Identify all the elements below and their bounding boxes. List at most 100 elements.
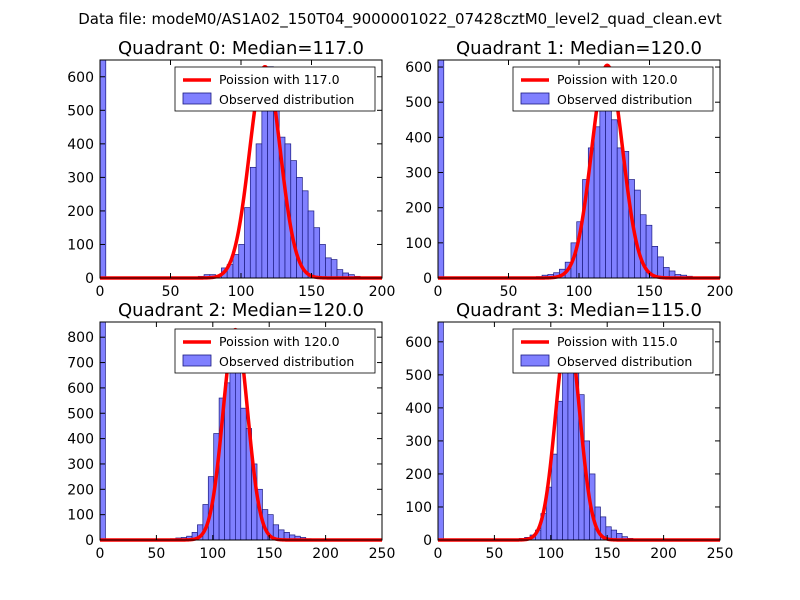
- panel-quadrant-3: 0 50 100 150 200 250 0 100 200 300 400 500 600 Quadra…: [405, 300, 733, 562]
- histogram-bar: [99, 321, 106, 541]
- y-tick-label: 600: [67, 381, 94, 397]
- histogram-bar: [290, 160, 297, 279]
- x-tick-label: 0: [96, 546, 105, 562]
- y-tick-label: 400: [67, 432, 94, 448]
- panel-quadrant-0: 0 50 100 150 200 0 100 200 300 400 500 600 Quadrant …: [67, 38, 395, 300]
- y-tick-label: 100: [67, 508, 94, 524]
- histogram-bar: [313, 227, 321, 279]
- y-tick-label: 800: [67, 330, 94, 346]
- legend-observed-label: Observed distribution: [219, 92, 354, 107]
- x-tick-label: 200: [312, 546, 339, 562]
- figure-title: Data file: modeM0/AS1A02_150T04_90000010…: [78, 10, 722, 29]
- histogram-bar: [255, 143, 263, 279]
- histogram-bar: [232, 254, 240, 279]
- y-tick-label: 700: [67, 356, 94, 372]
- histogram-bar: [240, 407, 247, 541]
- x-tick-label: 100: [228, 284, 255, 300]
- panel-title: Quadrant 0: Median=117.0: [118, 38, 364, 59]
- x-tick-label: 250: [369, 546, 396, 562]
- x-tick-label: 150: [594, 546, 621, 562]
- legend-observed-label: Observed distribution: [219, 354, 354, 369]
- histogram-bar: [562, 354, 569, 541]
- y-tick-label: 0: [85, 271, 94, 287]
- histogram-bar: [616, 147, 624, 279]
- y-tick-label: 100: [405, 236, 432, 252]
- y-tick-label: 200: [67, 482, 94, 498]
- histogram-bar: [599, 101, 606, 279]
- y-tick-label: 600: [405, 335, 432, 351]
- y-tick-label: 300: [67, 170, 94, 186]
- histogram-bar: [437, 59, 445, 279]
- x-tick-label: 100: [566, 284, 593, 300]
- x-tick-label: 150: [256, 546, 283, 562]
- x-tick-label: 250: [707, 546, 734, 562]
- histogram-bar: [238, 244, 245, 279]
- x-tick-label: 100: [199, 546, 226, 562]
- x-tick-label: 150: [636, 284, 663, 300]
- histogram-bar: [330, 259, 338, 279]
- x-tick-label: 0: [434, 284, 443, 300]
- x-tick-label: 100: [537, 546, 564, 562]
- y-tick-label: 100: [67, 237, 94, 253]
- x-tick-label: 50: [485, 546, 503, 562]
- histogram-bar: [99, 59, 107, 279]
- x-tick-label: 50: [162, 284, 180, 300]
- panel-title: Quadrant 1: Median=120.0: [456, 38, 702, 59]
- y-tick-label: 500: [67, 103, 94, 119]
- x-tick-label: 200: [369, 284, 396, 300]
- x-tick-label: 50: [500, 284, 518, 300]
- histogram-bar: [551, 453, 558, 541]
- y-tick-label: 500: [405, 95, 432, 111]
- histogram-bar: [325, 257, 332, 279]
- histogram-bar: [307, 210, 315, 279]
- y-tick-label: 0: [423, 533, 432, 549]
- y-tick-label: 200: [405, 467, 432, 483]
- legend-observed-label: Observed distribution: [557, 354, 692, 369]
- histogram-bar: [235, 352, 242, 541]
- y-tick-label: 600: [405, 60, 432, 76]
- legend-observed-swatch: [182, 354, 212, 367]
- y-tick-label: 300: [67, 457, 94, 473]
- y-tick-label: 500: [67, 406, 94, 422]
- histogram-bar: [249, 166, 257, 279]
- y-tick-label: 100: [405, 500, 432, 516]
- axes-frame: [99, 321, 383, 541]
- x-tick-label: 0: [434, 546, 443, 562]
- y-tick-label: 400: [67, 137, 94, 153]
- y-tick-label: 0: [85, 533, 94, 549]
- legend-poisson-label: Poission with 120.0: [219, 334, 340, 349]
- y-tick-label: 200: [405, 201, 432, 217]
- y-tick-label: 0: [423, 271, 432, 287]
- x-tick-label: 200: [650, 546, 677, 562]
- y-tick-label: 500: [405, 368, 432, 384]
- histogram-bar: [319, 244, 326, 279]
- legend-observed-label: Observed distribution: [557, 92, 692, 107]
- axes-frame: [437, 321, 721, 541]
- legend-observed-swatch: [182, 92, 212, 105]
- legend-poisson-label: Poission with 115.0: [557, 334, 678, 349]
- histogram-bar: [611, 119, 618, 279]
- histogram-bar: [244, 207, 251, 279]
- panel-quadrant-1: 0 50 100 150 200 0 100 200 300 400 500 600 Quadrant …: [405, 38, 733, 300]
- histogram-bar: [261, 103, 268, 279]
- y-tick-label: 200: [67, 204, 94, 220]
- legend-poisson-label: Poission with 120.0: [557, 72, 678, 87]
- legend-observed-swatch: [520, 354, 550, 367]
- histogram-bar: [301, 190, 309, 279]
- panel-title: Quadrant 2: Median=120.0: [118, 300, 364, 321]
- y-tick-label: 400: [405, 130, 432, 146]
- y-tick-label: 300: [405, 166, 432, 182]
- panel-quadrant-2: 0 50 100 150 200 250 0 100 200 300 400 500 600 700 800…: [67, 300, 395, 562]
- legend-poisson-label: Poission with 117.0: [219, 72, 340, 87]
- x-tick-label: 50: [147, 546, 165, 562]
- legend-observed-swatch: [520, 92, 550, 105]
- histogram-bar: [657, 256, 664, 279]
- histogram-bar: [556, 400, 563, 541]
- y-tick-label: 400: [405, 401, 432, 417]
- histogram-bar: [593, 126, 601, 279]
- x-tick-label: 0: [96, 284, 105, 300]
- x-tick-label: 150: [298, 284, 325, 300]
- y-tick-label: 300: [405, 434, 432, 450]
- x-tick-label: 200: [707, 284, 734, 300]
